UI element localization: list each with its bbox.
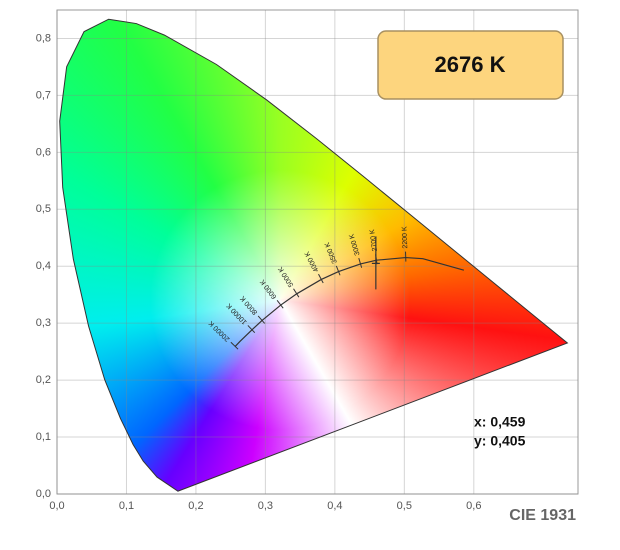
planck-label: 3000 K: [348, 233, 361, 257]
planck-label: 8000 K: [239, 294, 259, 316]
planck-label: 6000 K: [259, 278, 278, 300]
planck-label: 20000 K: [208, 319, 232, 342]
planck-label: 5000 K: [277, 265, 295, 288]
x-tick-label: 0,3: [258, 500, 273, 512]
y-tick-label: 0,8: [36, 32, 51, 44]
planck-tick: [230, 341, 239, 350]
y-tick-label: 0,2: [36, 374, 51, 386]
x-tick-label: 0,5: [397, 500, 412, 512]
y-tick-label: 0,6: [36, 146, 51, 158]
x-tick-label: 0,2: [188, 500, 203, 512]
y-tick-label: 0,0: [36, 488, 51, 500]
x-tick-label: 0,1: [119, 500, 134, 512]
planckian-locus: [234, 256, 465, 347]
x-tick-label: 0,6: [466, 500, 481, 512]
planck-tick: [293, 288, 300, 298]
planck-label: 2700 K: [369, 228, 379, 251]
readout-box: [377, 30, 564, 100]
planck-tick: [335, 265, 341, 276]
chart-title: CIE 1931: [509, 507, 576, 524]
planck-tick: [247, 325, 256, 334]
planck-tick: [257, 315, 266, 324]
cct-readout: 2676 K: [435, 52, 506, 77]
planck-label: 4000 K: [304, 250, 321, 273]
planck-tick: [318, 273, 324, 284]
planck-tick: [276, 300, 284, 309]
planck-label: 2200 K: [402, 226, 410, 249]
y-tick-label: 0,1: [36, 431, 51, 443]
planck-label: 3500 K: [324, 241, 339, 265]
spectral-locus: [59, 18, 569, 492]
y-tick-label: 0,3: [36, 317, 51, 329]
planck-tick: [358, 258, 363, 268]
plot-frame: [56, 9, 579, 495]
y-tick-label: 0,4: [36, 260, 51, 272]
x-tick-label: 0,4: [327, 500, 342, 512]
y-tick-label: 0,5: [36, 203, 51, 215]
y-tick-label: 0,7: [36, 89, 51, 101]
x-tick-label: 0,0: [49, 500, 64, 512]
y-readout: y: 0,405: [474, 433, 526, 449]
x-readout: x: 0,459: [474, 414, 526, 430]
